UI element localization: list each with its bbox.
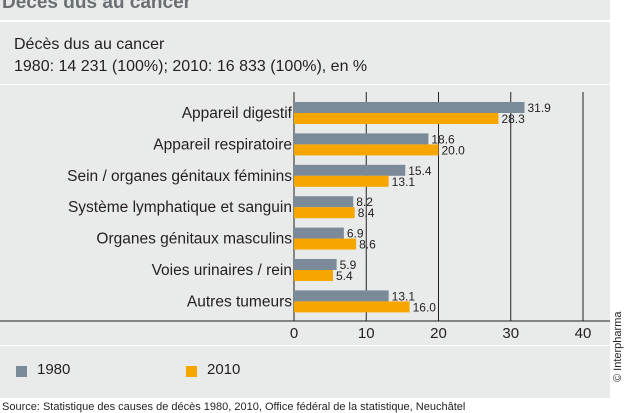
legend-label-2010: 2010: [207, 361, 241, 378]
bar-1980: [294, 290, 389, 302]
page-title: Décès dus au cancer: [2, 0, 192, 13]
data-label: 20.0: [442, 143, 466, 157]
category-label: Voies urinaires / rein: [152, 262, 292, 279]
bar-chart: 0 10 20 30 40 Appareil digestif 31.928.3 Appare…: [0, 92, 610, 342]
legend-swatch-2010: [186, 366, 197, 377]
chart-totals: 1980: 14 231 (100%); 2010: 16 833 (100%)…: [14, 58, 368, 75]
data-label: 8.6: [359, 238, 376, 252]
x-tick-label: 40: [575, 325, 592, 342]
category-label: Système lymphatique et sanguin: [68, 199, 292, 216]
data-label: 13.1: [392, 289, 416, 303]
bar-1980: [294, 196, 354, 208]
bar-1980: [294, 102, 525, 113]
data-label: 15.4: [408, 164, 432, 178]
bar-2010: [294, 301, 410, 313]
data-label: 28.3: [501, 112, 525, 126]
category-label: Organes génitaux masculins: [96, 231, 292, 248]
category-label: Autres tumeurs: [187, 293, 292, 310]
category-label: Appareil digestif: [182, 105, 293, 122]
bar-2010: [294, 270, 334, 281]
data-label: 31.9: [527, 101, 551, 115]
data-label: 13.1: [392, 175, 416, 189]
data-label: 6.9: [347, 227, 364, 241]
data-label: 8.4: [358, 206, 375, 220]
bar-1980: [294, 227, 344, 239]
bar-1980: [294, 259, 337, 270]
legend-label-1980: 1980: [37, 361, 71, 378]
data-label: 18.6: [431, 132, 455, 146]
x-tick-label: 0: [290, 325, 298, 342]
data-label: 8.2: [356, 195, 373, 209]
x-tick-label: 10: [358, 325, 375, 342]
divider-legend: [0, 345, 610, 346]
divider-top: [0, 84, 610, 85]
legend-swatch-1980: [16, 366, 27, 377]
bar-2010: [294, 207, 355, 219]
category-label: Sein / organes génitaux féminins: [67, 168, 292, 185]
source-text: Source: Statistique des causes de décès …: [2, 401, 466, 413]
data-label: 16.0: [413, 300, 437, 314]
title-divider: [0, 20, 610, 22]
bar-2010: [294, 113, 499, 124]
bar-2010: [294, 144, 439, 156]
x-tick-label: 20: [430, 325, 447, 342]
data-label: 5.9: [340, 258, 357, 272]
x-tick-label: 30: [502, 325, 519, 342]
chart-panel: Décès dus au cancer Décès dus au cancer …: [0, 0, 610, 398]
category-label: Appareil respiratoire: [153, 136, 292, 153]
credit-text: © Interpharma: [612, 311, 624, 382]
bar-2010: [294, 238, 357, 250]
data-label: 5.4: [336, 269, 353, 283]
bar-1980: [294, 133, 429, 145]
chart-subtitle: Décès dus au cancer: [14, 36, 165, 53]
bar-1980: [294, 164, 406, 176]
bar-2010: [294, 175, 389, 187]
